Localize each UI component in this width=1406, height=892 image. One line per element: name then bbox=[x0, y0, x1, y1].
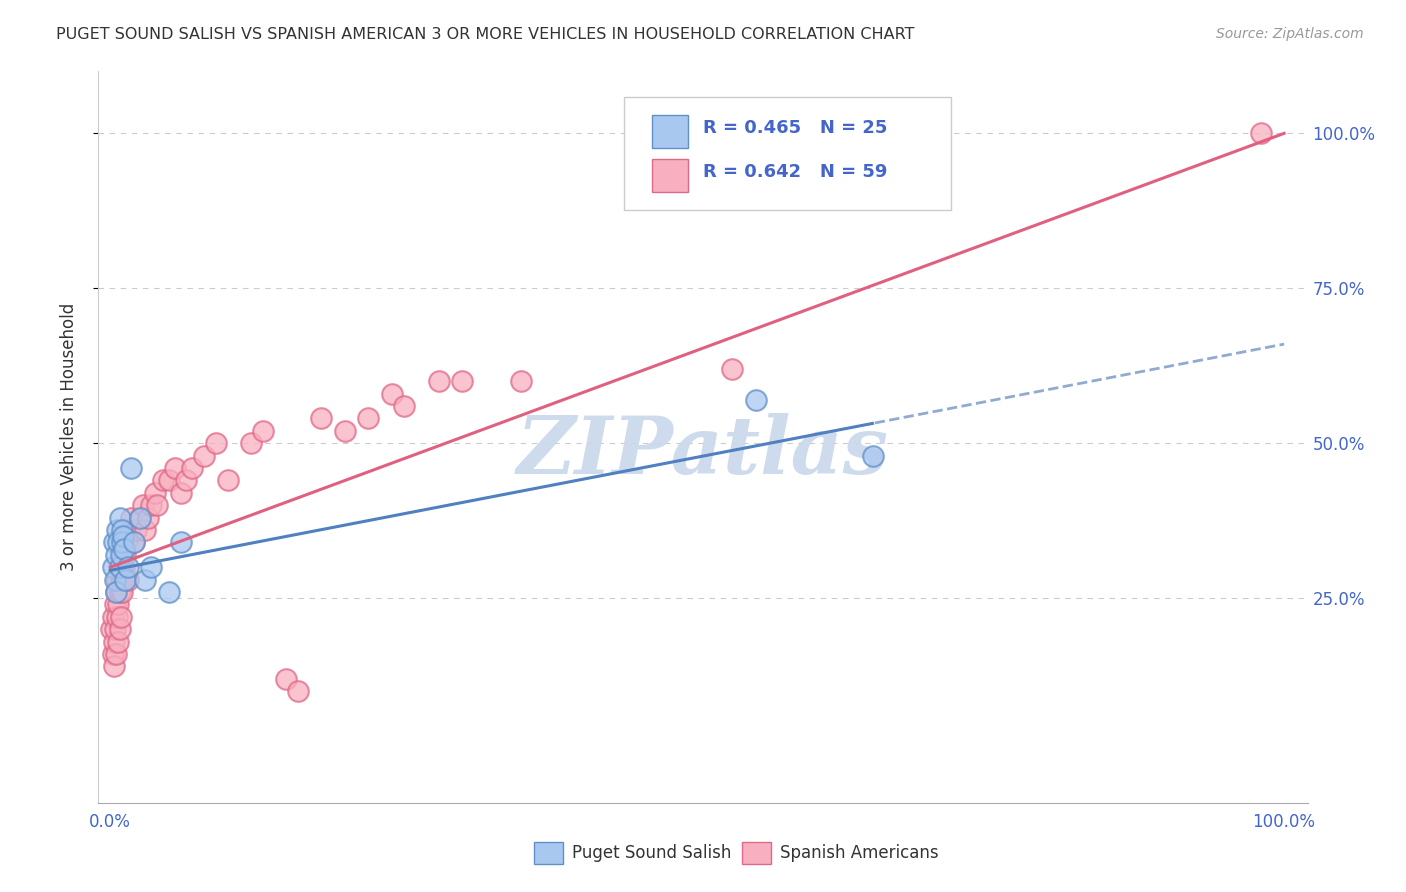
Point bbox=[108, 585, 131, 599]
Point bbox=[118, 523, 141, 537]
Point bbox=[128, 510, 150, 524]
Point bbox=[181, 461, 204, 475]
Point bbox=[103, 535, 125, 549]
Point bbox=[333, 424, 356, 438]
Point bbox=[1250, 126, 1272, 140]
Point bbox=[120, 510, 142, 524]
Point bbox=[510, 374, 533, 388]
Point bbox=[100, 622, 122, 636]
Point bbox=[105, 585, 128, 599]
Point bbox=[110, 573, 132, 587]
Point bbox=[287, 684, 309, 698]
Point bbox=[107, 535, 129, 549]
Point bbox=[108, 510, 131, 524]
Point bbox=[381, 386, 404, 401]
Point bbox=[105, 573, 128, 587]
Point bbox=[115, 535, 138, 549]
Point bbox=[111, 560, 134, 574]
Point bbox=[276, 672, 298, 686]
Point bbox=[105, 523, 128, 537]
Point bbox=[157, 585, 180, 599]
Point bbox=[252, 424, 274, 438]
Point bbox=[103, 634, 125, 648]
Point bbox=[105, 585, 128, 599]
Point bbox=[101, 560, 124, 574]
Point bbox=[152, 474, 174, 488]
Point bbox=[105, 647, 128, 661]
Point bbox=[721, 362, 744, 376]
Text: Puget Sound Salish: Puget Sound Salish bbox=[572, 844, 731, 862]
Text: Source: ZipAtlas.com: Source: ZipAtlas.com bbox=[1216, 27, 1364, 41]
Point bbox=[114, 548, 136, 562]
Point bbox=[107, 634, 129, 648]
Point bbox=[125, 523, 148, 537]
Point bbox=[122, 535, 145, 549]
Point bbox=[132, 498, 155, 512]
Point bbox=[112, 560, 135, 574]
Text: R = 0.465   N = 25: R = 0.465 N = 25 bbox=[703, 120, 887, 137]
Point bbox=[112, 548, 135, 562]
Point bbox=[110, 610, 132, 624]
Point bbox=[311, 411, 333, 425]
Point bbox=[110, 548, 132, 562]
FancyBboxPatch shape bbox=[624, 97, 950, 211]
Point bbox=[105, 548, 128, 562]
Point bbox=[104, 598, 127, 612]
Point bbox=[357, 411, 380, 425]
Point bbox=[117, 560, 139, 574]
Point bbox=[101, 610, 124, 624]
Point bbox=[105, 610, 128, 624]
Point bbox=[141, 560, 163, 574]
Text: R = 0.642   N = 59: R = 0.642 N = 59 bbox=[703, 163, 887, 181]
Point bbox=[108, 560, 131, 574]
Bar bbox=[534, 841, 562, 863]
Text: PUGET SOUND SALISH VS SPANISH AMERICAN 3 OR MORE VEHICLES IN HOUSEHOLD CORRELATI: PUGET SOUND SALISH VS SPANISH AMERICAN 3… bbox=[56, 27, 915, 42]
Point bbox=[111, 535, 134, 549]
Point bbox=[120, 461, 142, 475]
Point bbox=[111, 585, 134, 599]
Point bbox=[112, 529, 135, 543]
Point bbox=[157, 474, 180, 488]
Point bbox=[134, 523, 156, 537]
Point bbox=[112, 541, 135, 556]
Point bbox=[101, 647, 124, 661]
Bar bbox=[742, 841, 770, 863]
Point bbox=[122, 535, 145, 549]
Text: Spanish Americans: Spanish Americans bbox=[780, 844, 939, 862]
Point bbox=[240, 436, 263, 450]
Point bbox=[451, 374, 474, 388]
Point bbox=[134, 573, 156, 587]
Point bbox=[117, 573, 139, 587]
Point bbox=[111, 523, 134, 537]
Point bbox=[114, 573, 136, 587]
Point bbox=[745, 392, 768, 407]
Bar bbox=[652, 115, 689, 148]
Point bbox=[103, 659, 125, 673]
Point bbox=[217, 474, 239, 488]
Point bbox=[136, 510, 159, 524]
Point bbox=[128, 510, 150, 524]
Point bbox=[104, 622, 127, 636]
Point bbox=[107, 598, 129, 612]
Y-axis label: 3 or more Vehicles in Household: 3 or more Vehicles in Household bbox=[59, 303, 77, 571]
Text: ZIPatlas: ZIPatlas bbox=[517, 413, 889, 491]
Point bbox=[141, 498, 163, 512]
Point bbox=[176, 474, 198, 488]
Point bbox=[108, 622, 131, 636]
Point bbox=[146, 498, 169, 512]
Point bbox=[169, 486, 191, 500]
Bar bbox=[652, 159, 689, 192]
Point bbox=[143, 486, 166, 500]
Point bbox=[163, 461, 186, 475]
Point bbox=[427, 374, 450, 388]
Point bbox=[104, 573, 127, 587]
Point bbox=[193, 449, 215, 463]
Point bbox=[204, 436, 226, 450]
Point bbox=[169, 535, 191, 549]
Point bbox=[392, 399, 415, 413]
Point bbox=[112, 573, 135, 587]
Point bbox=[862, 449, 884, 463]
